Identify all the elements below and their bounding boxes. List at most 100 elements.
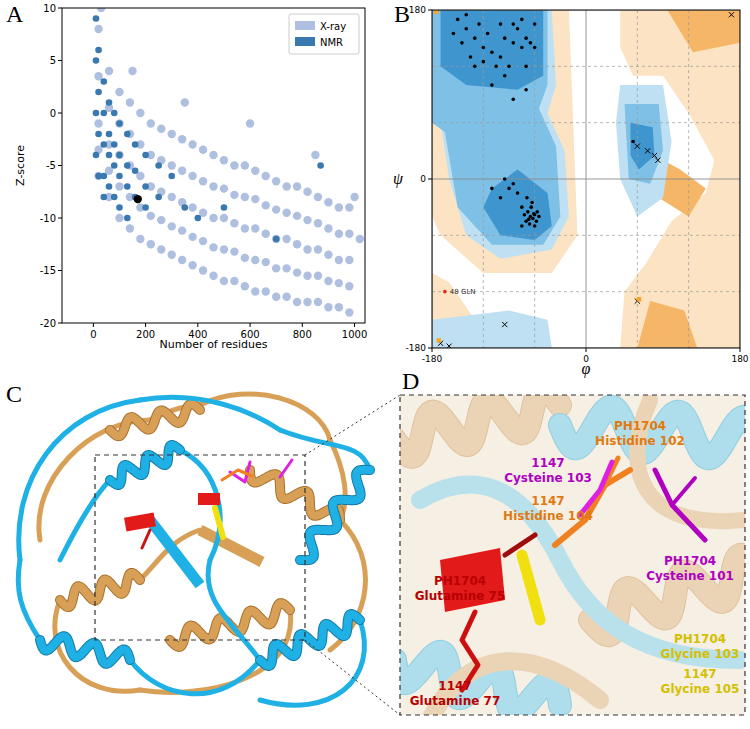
x-tick-label: 0 <box>90 329 96 340</box>
data-point <box>635 144 640 149</box>
data-point <box>168 130 176 138</box>
data-point <box>282 293 290 301</box>
data-point <box>157 216 165 224</box>
plot-background <box>62 8 365 323</box>
data-point <box>241 254 249 262</box>
data-point <box>209 182 217 190</box>
data-point <box>282 264 290 272</box>
data-point <box>335 256 343 264</box>
data-point <box>490 83 494 87</box>
data-point <box>124 215 131 222</box>
data-point <box>178 135 186 143</box>
residue-label: Histidine 104 <box>503 509 593 523</box>
data-point <box>111 110 118 117</box>
data-point <box>469 55 473 59</box>
data-point <box>126 98 134 106</box>
data-point <box>324 277 332 285</box>
data-point <box>524 65 528 69</box>
data-point <box>209 151 217 159</box>
helix <box>300 470 370 560</box>
data-point <box>251 256 259 264</box>
data-point <box>645 148 650 153</box>
data-point <box>147 212 155 220</box>
data-point <box>535 210 539 214</box>
data-point <box>303 298 311 306</box>
loop <box>142 530 150 548</box>
data-point <box>516 27 520 31</box>
residue-highlight <box>198 493 220 505</box>
plot-area <box>93 8 364 317</box>
x-tick-label: 1000 <box>342 329 367 340</box>
data-point <box>511 22 515 26</box>
y-tick <box>58 270 62 271</box>
x-tick <box>354 323 355 327</box>
region <box>432 310 552 348</box>
data-point <box>494 65 498 69</box>
data-point <box>525 196 529 200</box>
region <box>637 301 697 348</box>
data-point <box>111 194 118 201</box>
legend-label: X-ray <box>320 21 346 32</box>
data-point <box>115 182 123 190</box>
data-point <box>533 224 537 228</box>
helix <box>40 636 130 664</box>
data-point <box>209 272 217 280</box>
data-point <box>188 233 196 241</box>
data-point <box>100 110 107 117</box>
y-tick <box>428 10 432 11</box>
legend-label: NMR <box>320 37 343 48</box>
residue-label: 1147 <box>683 667 716 681</box>
data-point <box>178 226 186 234</box>
data-point <box>531 217 535 221</box>
data-point <box>132 167 139 174</box>
structure-panel: C <box>6 381 370 705</box>
data-point <box>516 191 520 195</box>
residue-label: Glutamine 77 <box>410 694 501 708</box>
data-point <box>447 344 452 348</box>
data-point <box>124 183 131 190</box>
data-point <box>503 74 507 78</box>
data-point <box>93 57 100 64</box>
helix <box>250 470 340 520</box>
grid-line <box>432 179 740 180</box>
x-tick <box>302 323 303 327</box>
y-axis-label: Z-score <box>14 145 27 186</box>
helix-edge <box>110 404 200 436</box>
plot-background <box>432 10 740 348</box>
x-tick-label: 800 <box>293 329 312 340</box>
data-point <box>95 89 102 96</box>
residue-label: PH1704 <box>434 574 486 588</box>
data-point <box>272 264 280 272</box>
y-tick-label: -10 <box>40 213 56 224</box>
data-point <box>507 65 511 69</box>
zoom-panel: D1147Cysteine 103PH1704Histidine 1021147… <box>395 368 750 720</box>
data-point <box>473 65 477 69</box>
data-point <box>527 218 531 222</box>
data-point <box>729 12 734 17</box>
data-point <box>116 204 123 211</box>
data-point <box>490 50 494 54</box>
plot-area <box>432 10 740 348</box>
data-point <box>335 230 343 238</box>
data-point <box>230 219 238 227</box>
data-point <box>116 120 123 127</box>
data-point <box>503 36 507 40</box>
data-point <box>115 88 123 96</box>
data-point <box>434 10 438 14</box>
data-point <box>181 98 189 106</box>
sheet <box>150 520 200 585</box>
data-point <box>524 88 528 92</box>
x-tick-label: -180 <box>422 354 443 364</box>
data-point <box>230 247 238 255</box>
data-point <box>106 131 113 138</box>
data-point <box>511 41 515 45</box>
loop <box>140 397 280 430</box>
data-point <box>452 32 456 36</box>
data-point <box>106 152 113 159</box>
data-point <box>116 173 123 180</box>
y-tick-label: 0 <box>50 108 56 119</box>
y-tick-label: -180 <box>406 343 427 353</box>
data-point <box>499 55 503 59</box>
data-point <box>345 203 353 211</box>
data-point <box>157 125 165 133</box>
